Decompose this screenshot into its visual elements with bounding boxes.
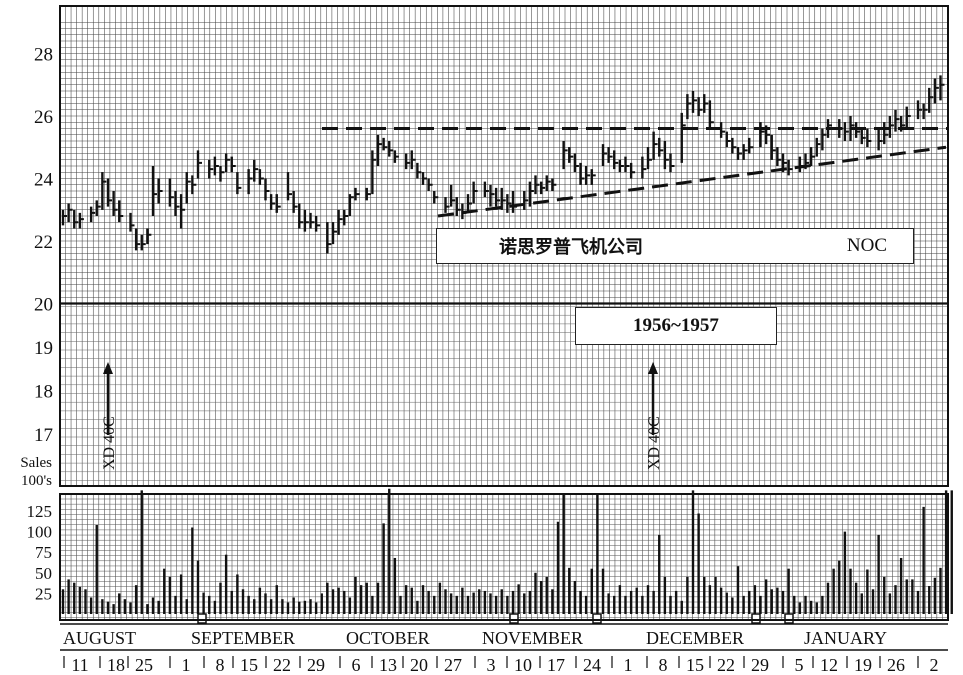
chart-frame	[59, 5, 949, 651]
week-label: 25	[135, 655, 153, 675]
week-label: 1	[182, 655, 191, 675]
holiday-marker	[592, 613, 602, 624]
holiday-marker	[784, 613, 794, 624]
price-tick-label: 22	[34, 232, 53, 253]
week-label: 15	[686, 655, 704, 675]
axis-labels: 2224262817181920Sales100's255075100125AU…	[20, 45, 938, 675]
week-label: 17	[547, 655, 565, 675]
month-label: NOVEMBER	[482, 628, 583, 648]
week-label: 11	[71, 655, 88, 675]
lower-scale-tick-label: 17	[34, 425, 53, 446]
week-label: 15	[240, 655, 258, 675]
holiday-marker	[197, 613, 207, 624]
week-label: 6	[352, 655, 361, 675]
week-label: 18	[107, 655, 125, 675]
week-label: 5	[795, 655, 804, 675]
holiday-marker	[509, 613, 519, 624]
week-label: 27	[444, 655, 462, 675]
volume-tick-label: 25	[35, 584, 52, 603]
lower-scale-tick-label: 20	[34, 295, 53, 316]
month-label: OCTOBER	[346, 628, 430, 648]
month-label: JANUARY	[804, 628, 887, 648]
week-label: 29	[751, 655, 769, 675]
volume-axis-label: Sales	[20, 455, 52, 471]
xd-annotation: XD 40C	[646, 416, 663, 470]
volume-axis-label: 100's	[21, 473, 52, 489]
volume-tick-label: 100	[27, 523, 53, 542]
week-label: 13	[379, 655, 397, 675]
week-label: 10	[514, 655, 532, 675]
month-label: DECEMBER	[646, 628, 744, 648]
volume-bars	[61, 488, 953, 624]
lower-scale-tick-label: 19	[34, 338, 53, 359]
price-bars	[61, 75, 945, 254]
week-label: 29	[307, 655, 325, 675]
arrow-head	[648, 362, 658, 374]
volume-tick-label: 125	[27, 502, 53, 521]
price-tick-label: 26	[34, 107, 53, 128]
week-label: 20	[410, 655, 428, 675]
week-label: 2	[930, 655, 939, 675]
month-label: AUGUST	[63, 628, 136, 648]
chart-title-box: 诺思罗普飞机公司 NOC	[436, 228, 914, 264]
arrow-head	[103, 362, 113, 374]
week-label: 12	[820, 655, 838, 675]
volume-tick-label: 50	[35, 564, 52, 583]
chart-period-box: 1956~1957	[575, 307, 777, 345]
volume-grid	[60, 494, 949, 620]
month-label: SEPTEMBER	[191, 628, 295, 648]
week-label: 8	[659, 655, 668, 675]
trendline	[437, 145, 947, 218]
week-label: 24	[583, 655, 601, 675]
volume-tick-label: 75	[35, 543, 52, 562]
week-label: 8	[216, 655, 225, 675]
week-label: 1	[624, 655, 633, 675]
ticker-symbol: NOC	[846, 235, 887, 256]
holiday-marker	[751, 613, 761, 624]
chart-title: 诺思罗普飞机公司	[499, 237, 643, 258]
week-label: 19	[854, 655, 872, 675]
annotations: XD 40C XD 40C	[101, 362, 663, 470]
week-label: 3	[487, 655, 496, 675]
week-label: 22	[273, 655, 291, 675]
price-tick-label: 28	[34, 45, 53, 66]
chart-period: 1956~1957	[633, 315, 719, 336]
lower-scale-tick-label: 18	[34, 382, 53, 403]
trendlines	[322, 127, 948, 218]
price-tick-label: 24	[34, 170, 54, 191]
week-label: 26	[887, 655, 905, 675]
xd-annotation: XD 40C	[101, 416, 118, 470]
week-label: 22	[717, 655, 735, 675]
